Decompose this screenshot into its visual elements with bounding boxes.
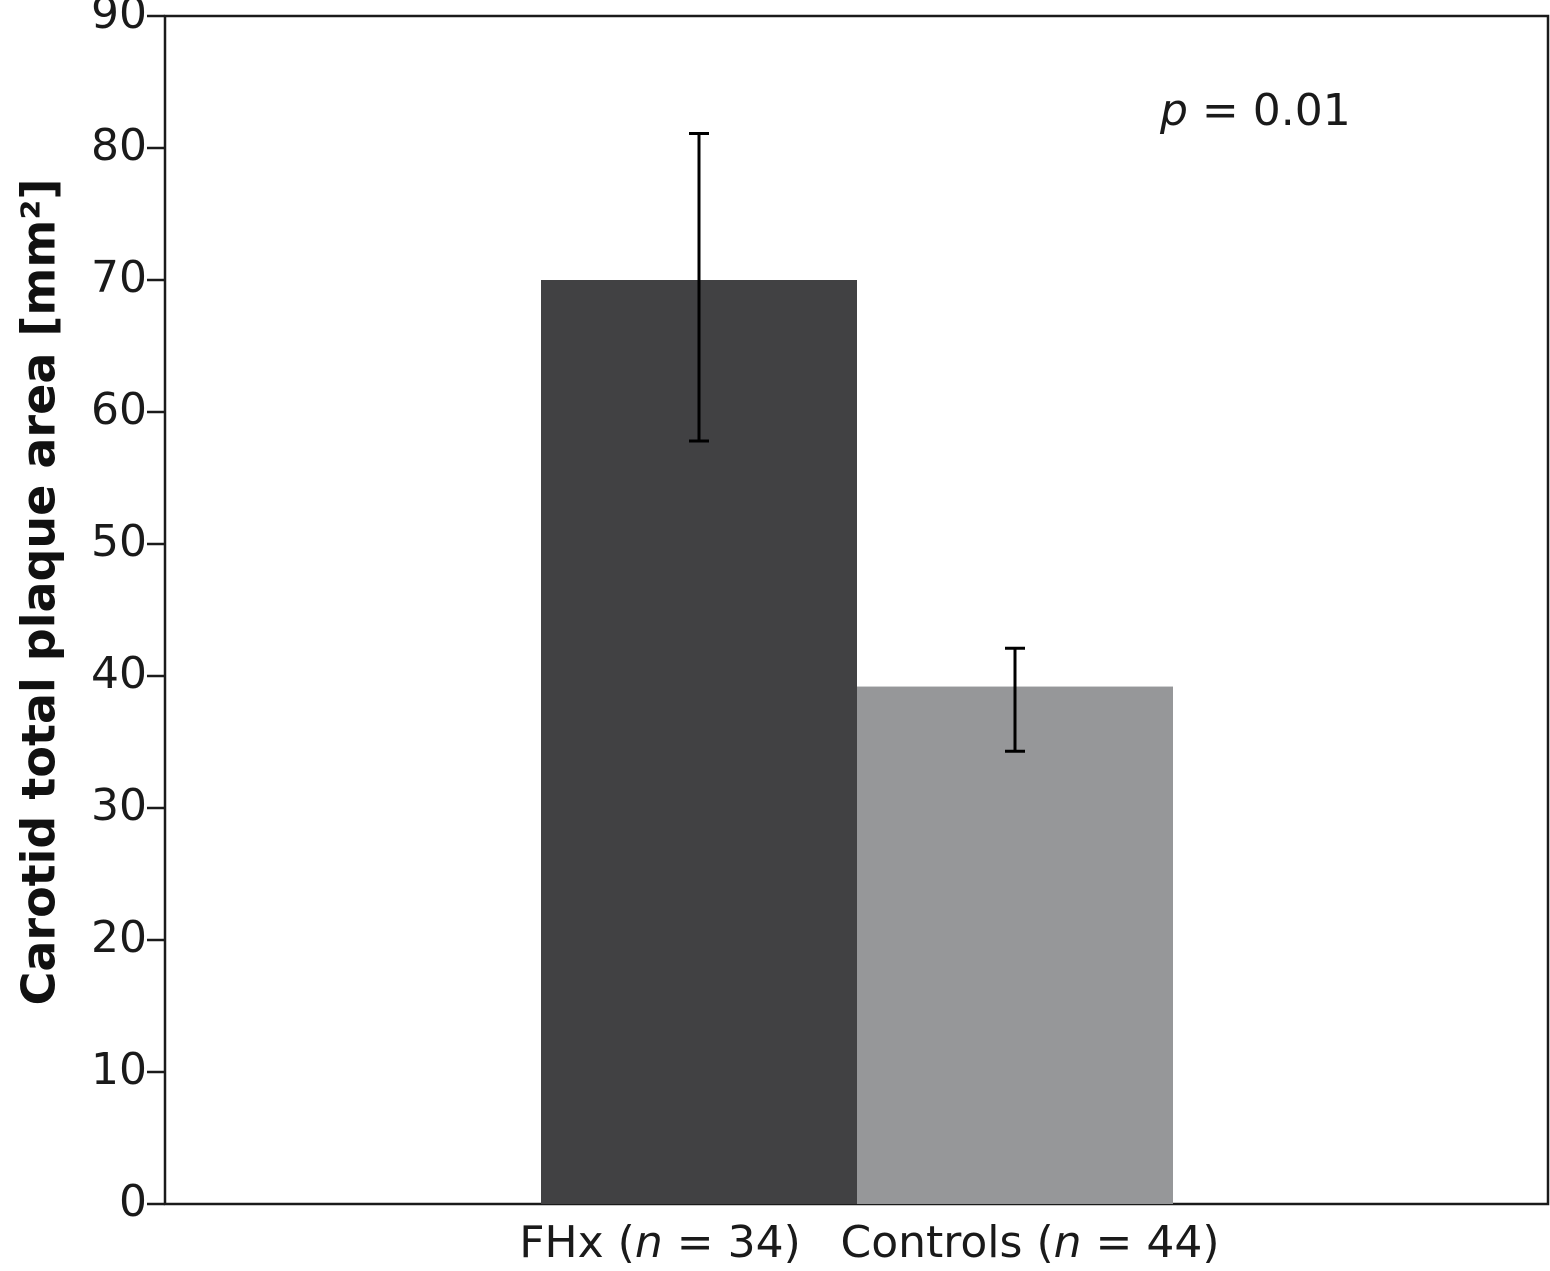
y-tick-label-40: 40: [91, 648, 147, 699]
y-tick-label-0: 0: [119, 1176, 147, 1227]
p-value-text: = 0.01: [1188, 85, 1351, 136]
p-symbol: p: [1159, 85, 1188, 136]
bar-controls: [857, 686, 1173, 1204]
y-tick-label-90: 90: [91, 0, 147, 39]
x-category-label-controls: Controls (n = 44): [840, 1217, 1219, 1268]
x-category-label-fhx: FHx (n = 34): [519, 1217, 800, 1268]
y-tick-label-10: 10: [91, 1044, 147, 1095]
y-axis: 0 10 20 30 40 50 60 70 80 90: [91, 0, 165, 1227]
y-tick-label-30: 30: [91, 780, 147, 831]
error-bar-controls: [1005, 646, 1025, 753]
y-tick-label-60: 60: [91, 384, 147, 435]
error-bars-group: [689, 131, 1025, 753]
y-tick-label-80: 80: [91, 120, 147, 171]
y-axis-label: Carotid total plaque area [mm²]: [12, 179, 66, 1006]
x-axis: FHx (n = 34) Controls (n = 44): [519, 1217, 1219, 1268]
y-tick-label-50: 50: [91, 516, 147, 567]
p-value-annotation: p = 0.01: [1159, 85, 1351, 136]
error-bar-fhx: [689, 131, 709, 443]
bars-group: [541, 280, 1173, 1204]
y-tick-label-20: 20: [91, 912, 147, 963]
y-tick-label-70: 70: [91, 252, 147, 303]
